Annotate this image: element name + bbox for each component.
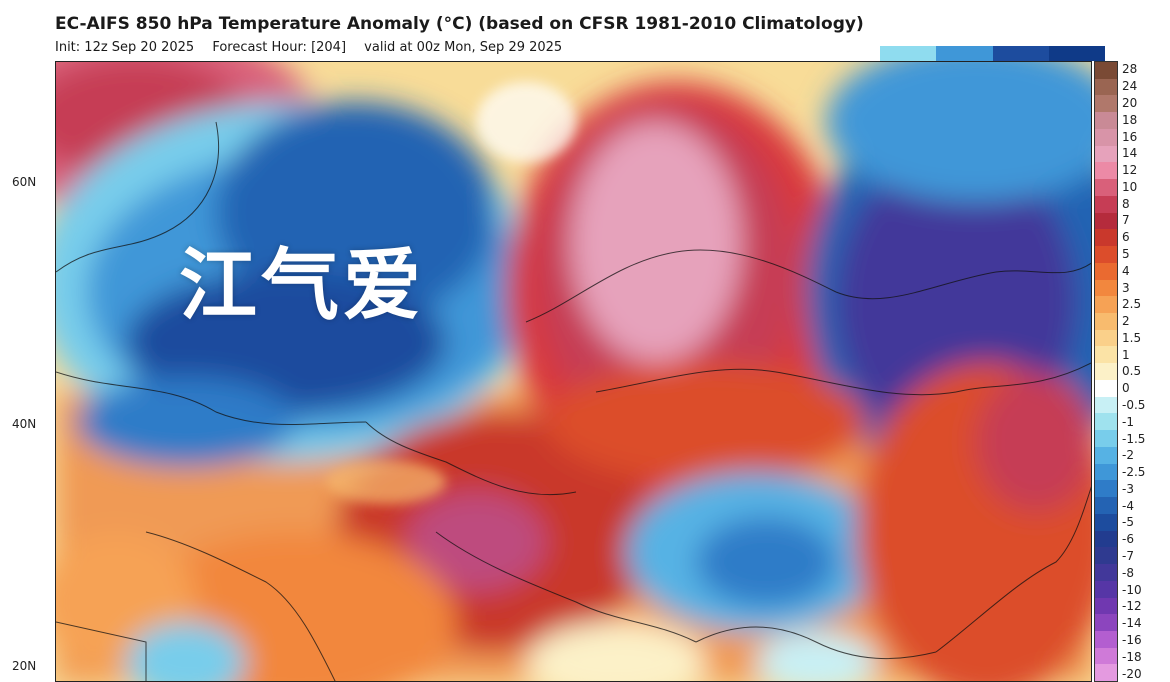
color-scale-swatch: [1095, 363, 1117, 380]
color-scale-label: -1.5: [1122, 431, 1146, 446]
color-scale-swatch: [1095, 112, 1117, 129]
top-strip-swatch: [880, 46, 937, 61]
color-scale-swatch: [1095, 413, 1117, 431]
color-scale-label: 12: [1122, 163, 1138, 178]
color-scale-label: 1: [1122, 347, 1130, 362]
top-strip-swatch: [992, 46, 1049, 61]
color-scale-label: -1: [1122, 414, 1134, 429]
color-scale-swatch: [1095, 480, 1117, 498]
color-scale-swatch: [1095, 597, 1117, 615]
color-scale-bar: [1094, 61, 1118, 682]
color-scale-swatch: [1095, 564, 1117, 581]
color-scale-label: -16: [1122, 632, 1142, 647]
color-scale-label: 18: [1122, 112, 1138, 127]
color-scale-label: -12: [1122, 599, 1142, 614]
color-scale-label: 4: [1122, 263, 1130, 278]
color-scale-label: -0.5: [1122, 398, 1146, 413]
color-scale-label: 28: [1122, 62, 1138, 77]
color-scale-label: -18: [1122, 649, 1142, 664]
chart-title: EC-AIFS 850 hPa Temperature Anomaly (°C)…: [55, 14, 864, 34]
color-scale-swatch: [1095, 379, 1117, 397]
color-scale-label: -2.5: [1122, 465, 1146, 480]
color-scale-swatch: [1095, 145, 1117, 163]
color-scale-label: 2: [1122, 314, 1130, 329]
color-scale-swatch: [1095, 547, 1117, 565]
color-scale-swatch: [1095, 162, 1117, 180]
color-scale-label: 5: [1122, 246, 1130, 261]
lat-label-20n: 20N: [12, 659, 37, 673]
color-scale-swatch: [1095, 614, 1117, 631]
valid-time: valid at 00z Mon, Sep 29 2025: [364, 40, 563, 55]
color-scale-labels: 28 24 20 18 16 14 12 10 8 7 6 5 4 3 2.5 2 1.5 1 0.5 0 -0.5 -1…: [1122, 61, 1170, 682]
color-scale-label: -8: [1122, 565, 1134, 580]
color-scale-swatch: [1095, 647, 1117, 665]
color-scale-label: 3: [1122, 280, 1130, 295]
forecast-hour: Forecast Hour: [204]: [212, 40, 347, 55]
color-scale-label: 1.5: [1122, 330, 1142, 345]
init-time: Init: 12z Sep 20 2025: [55, 40, 195, 55]
color-scale-swatch: [1095, 630, 1117, 648]
color-scale-swatch: [1095, 346, 1117, 364]
color-scale-label: -4: [1122, 498, 1134, 513]
color-scale-label: -10: [1122, 582, 1142, 597]
color-scale-label: -14: [1122, 616, 1142, 631]
top-strip-swatch: [936, 46, 993, 61]
color-scale-label: -6: [1122, 532, 1134, 547]
color-scale-swatch: [1095, 530, 1117, 548]
watermark-text: 江气爱: [179, 241, 426, 331]
color-scale-swatch: [1095, 296, 1117, 314]
color-scale-swatch: [1095, 78, 1117, 96]
color-scale-label: 0: [1122, 381, 1130, 396]
color-scale-swatch: [1095, 279, 1117, 297]
color-scale-label: -5: [1122, 515, 1134, 530]
color-scale-label: -7: [1122, 549, 1134, 564]
color-scale-label: 10: [1122, 179, 1138, 194]
color-scale-swatch: [1095, 246, 1117, 263]
top-strip-swatch: [1048, 46, 1105, 61]
color-scale-label: -3: [1122, 481, 1134, 496]
color-scale-label: 2.5: [1122, 297, 1142, 312]
lat-label-40n: 40N: [12, 417, 37, 431]
color-scale-label: 14: [1122, 146, 1138, 161]
color-scale-swatch: [1095, 513, 1117, 531]
color-scale-label: -20: [1122, 666, 1142, 681]
color-scale-swatch: [1095, 128, 1117, 146]
color-scale-label: 24: [1122, 79, 1138, 94]
color-scale-label: 16: [1122, 129, 1138, 144]
anomaly-field: [56, 62, 1091, 681]
color-scale-swatch: [1095, 580, 1117, 598]
color-scale-swatch: [1095, 329, 1117, 347]
top-color-strip: [880, 46, 1105, 61]
color-scale-swatch: [1095, 95, 1117, 113]
color-scale-label: 20: [1122, 95, 1138, 110]
color-scale-label: 0.5: [1122, 364, 1142, 379]
color-scale-swatch: [1095, 195, 1117, 213]
color-scale-swatch: [1095, 212, 1117, 230]
color-scale-swatch: [1095, 62, 1117, 79]
color-scale-label: 7: [1122, 213, 1130, 228]
color-scale-swatch: [1095, 430, 1117, 447]
forecast-info: Init: 12z Sep 20 2025 Forecast Hour: [20…: [55, 40, 576, 55]
color-scale-label: 6: [1122, 230, 1130, 245]
color-scale-swatch: [1095, 446, 1117, 464]
anomaly-map: 江气爱: [55, 61, 1092, 682]
color-scale-swatch: [1095, 664, 1117, 682]
color-scale-label: 8: [1122, 196, 1130, 211]
color-scale-swatch: [1095, 179, 1117, 196]
color-scale-swatch: [1095, 396, 1117, 414]
color-scale-swatch: [1095, 313, 1117, 330]
color-scale-swatch: [1095, 262, 1117, 280]
color-scale-swatch: [1095, 229, 1117, 247]
color-scale-label: -2: [1122, 448, 1134, 463]
color-scale-swatch: [1095, 463, 1117, 481]
color-scale-swatch: [1095, 497, 1117, 514]
lat-label-60n: 60N: [12, 175, 37, 189]
